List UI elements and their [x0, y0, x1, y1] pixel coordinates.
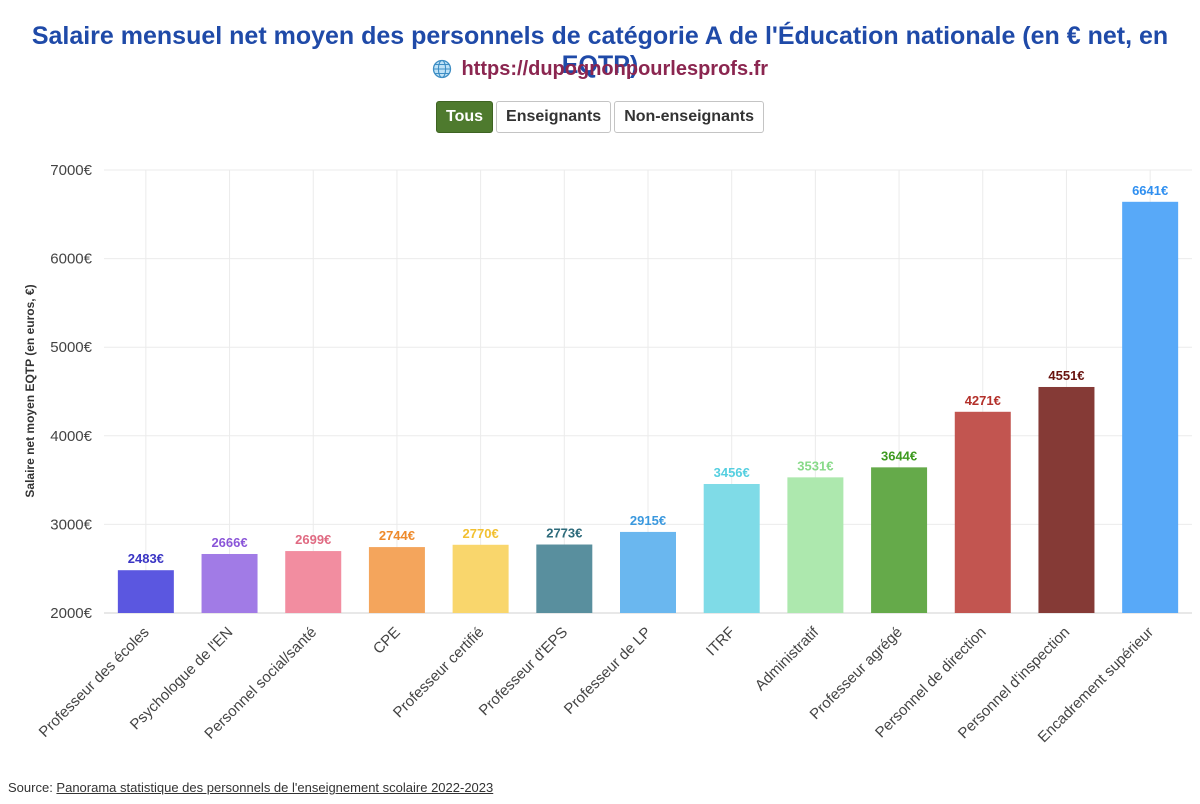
x-tick-label: ITRF [703, 624, 739, 660]
bar[interactable] [1038, 386, 1095, 613]
bar[interactable] [954, 411, 1011, 613]
subtitle-row: https://dupognonpourlesprofs.fr [0, 58, 1200, 81]
bar[interactable] [117, 570, 174, 613]
y-axis-title: Salaire net moyen EQTP (en euros, €) [23, 284, 37, 497]
bar-value-label: 4551€ [1048, 368, 1084, 383]
bar[interactable] [201, 553, 258, 613]
subtitle-url[interactable]: https://dupognonpourlesprofs.fr [461, 58, 769, 80]
x-tick-label: Professeur de LP [561, 624, 655, 718]
bar[interactable] [285, 551, 342, 613]
y-tick-label: 4000€ [50, 428, 92, 445]
x-tick-label: Administratif [752, 623, 823, 694]
bar[interactable] [1122, 201, 1179, 613]
bar-value-label: 4271€ [965, 393, 1001, 408]
bar[interactable] [620, 531, 676, 613]
bar[interactable] [871, 467, 928, 613]
bar-chart: 2000€ 3000€ 4000€ 5000€ 6000€ 7000€ 2483€ Profe… [23, 162, 1192, 746]
y-tick-label: 2000€ [50, 605, 92, 622]
y-tick-label: 7000€ [50, 162, 92, 179]
bar[interactable] [536, 544, 593, 613]
bar-value-label: 3644€ [881, 448, 917, 463]
y-tick-label: 5000€ [50, 339, 92, 356]
y-tick-label: 3000€ [50, 516, 92, 533]
filter-button-group: Tous Enseignants Non-enseignants [0, 101, 1200, 133]
filter-button-non-enseignants[interactable]: Non-enseignants [614, 101, 764, 133]
source-link[interactable]: Panorama statistique des personnels de l… [56, 780, 494, 795]
filter-button-tous[interactable]: Tous [436, 101, 494, 133]
bar[interactable] [368, 547, 425, 613]
bar-value-label: 2773€ [546, 526, 582, 541]
x-tick-label: Professeur d'EPS [476, 624, 571, 719]
bar[interactable] [703, 483, 760, 613]
bar[interactable] [452, 544, 509, 613]
bar-value-label: 2744€ [379, 528, 415, 543]
bar-value-label: 2699€ [295, 532, 331, 547]
bars-layer [117, 201, 1179, 613]
bar-value-label: 6641€ [1132, 183, 1168, 198]
globe-icon [432, 59, 452, 79]
bar-value-label: 3531€ [797, 458, 833, 473]
source-line: Source: Panorama statistique des personn… [8, 780, 493, 795]
x-tick-label: Professeur agrégé [807, 624, 906, 723]
bar-value-label: 3456€ [714, 465, 750, 480]
bar-value-label: 2915€ [630, 513, 666, 528]
x-tick-label: CPE [370, 624, 404, 658]
chart-title: Salaire mensuel net moyen des personnels… [31, 22, 1169, 79]
bar-value-label: 2770€ [463, 526, 499, 541]
filter-button-enseignants[interactable]: Enseignants [496, 101, 612, 133]
source-prefix: Source: [8, 780, 57, 795]
y-tick-label: 6000€ [50, 251, 92, 268]
bar-value-label: 2483€ [128, 551, 164, 566]
bar-value-label: 2666€ [211, 535, 247, 550]
bar[interactable] [787, 477, 844, 613]
x-tick-label: Professeur certifié [390, 624, 488, 722]
